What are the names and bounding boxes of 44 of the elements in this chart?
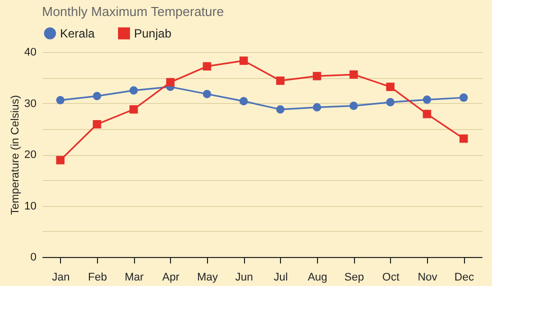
legend-label: Kerala [60, 26, 96, 40]
point [422, 95, 432, 104]
point [129, 86, 138, 95]
point [386, 98, 395, 106]
point [459, 93, 468, 102]
point [129, 105, 138, 114]
y-tick-label: 40 [24, 46, 36, 58]
y-axis-title: Temperature (in Celsius) [9, 95, 22, 215]
point [92, 120, 102, 128]
point [312, 103, 322, 112]
point [239, 56, 248, 65]
point [92, 92, 102, 100]
point [459, 134, 468, 143]
x-tick-label: Sep [344, 272, 364, 284]
x-tick-label: Nov [418, 272, 438, 284]
point [276, 76, 285, 85]
point [239, 97, 248, 106]
x-tick-label: May [197, 272, 218, 284]
legend-label: Punjab [134, 26, 172, 40]
point [202, 90, 212, 98]
x-tick-label: Dec [454, 272, 474, 284]
point [349, 102, 358, 110]
chart-title: Monthly Maximum Temperature [42, 4, 224, 19]
x-tick-label: Jul [274, 272, 288, 284]
y-tick-label: 0 [30, 252, 36, 264]
point [312, 72, 322, 80]
point [276, 105, 285, 114]
x-tick-label: Jun [235, 272, 254, 284]
y-tick-label: 20 [24, 149, 36, 161]
y-tick-label: 10 [24, 200, 36, 212]
point [386, 82, 395, 92]
x-tick-label: Feb [88, 272, 107, 284]
point [422, 110, 432, 118]
point [349, 70, 358, 79]
point [166, 78, 175, 86]
point [56, 156, 65, 164]
x-tick-label: Mar [124, 272, 144, 284]
x-tick-label: Apr [162, 272, 180, 284]
x-tick-label: Oct [382, 272, 400, 284]
y-tick-label: 30 [24, 98, 36, 110]
point [56, 96, 65, 104]
point [202, 62, 212, 71]
x-tick-label: Jan [52, 272, 70, 284]
x-tick-label: Aug [308, 272, 328, 284]
